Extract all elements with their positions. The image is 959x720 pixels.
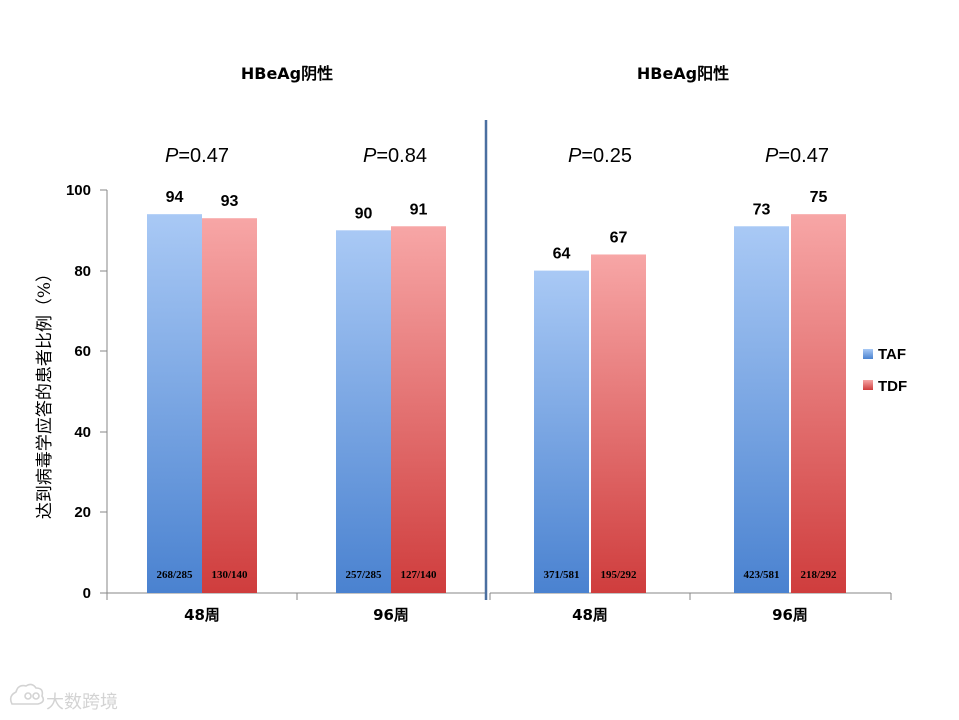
bar-fraction-label: 257/285: [345, 569, 382, 581]
bar-fraction-label: 195/292: [600, 569, 637, 581]
p-symbol: P: [363, 145, 377, 167]
p-symbol: P: [568, 145, 582, 167]
bar-fraction-label: 218/292: [800, 569, 837, 581]
bar-taf: [534, 270, 589, 593]
bar-taf: [147, 214, 202, 593]
x-category-label: 96周: [373, 606, 409, 624]
panel-title-negative: HBeAg阴性: [241, 64, 333, 83]
y-axis-title: 达到病毒学应答的患者比例（%）: [35, 265, 55, 519]
y-tick-label: 20: [74, 504, 91, 521]
legend-label-taf: TAF: [878, 346, 906, 363]
bar-value-label: 90: [355, 205, 373, 222]
p-symbol: P: [765, 145, 779, 167]
bar-fraction-label: 423/581: [743, 569, 779, 581]
bar-tdf: [202, 218, 257, 593]
x-category-label: 48周: [572, 606, 608, 624]
watermark: 大数跨境: [9, 683, 118, 713]
p-number: =0.47: [178, 145, 229, 167]
bar-value-label: 64: [553, 246, 571, 263]
p-value-label: P=0.47: [765, 145, 829, 167]
p-number: =0.84: [376, 145, 427, 167]
p-number: =0.47: [778, 145, 829, 167]
p-value-label: P=0.84: [363, 145, 427, 167]
cloud-logo-icon: [9, 683, 45, 705]
bar-tdf: [791, 214, 846, 593]
x-category-label: 96周: [772, 606, 808, 624]
y-tick-label: 0: [83, 585, 91, 602]
y-tick-label: 100: [66, 182, 91, 199]
bar-fraction-label: 371/581: [543, 569, 579, 581]
bar-fraction-label: 268/285: [156, 569, 193, 581]
bar-fraction-label: 127/140: [400, 569, 437, 581]
y-tick-label: 40: [74, 424, 91, 441]
y-tick-label: 80: [74, 263, 91, 280]
watermark-text: 大数跨境: [46, 692, 118, 713]
p-number: =0.25: [581, 145, 632, 167]
bar-value-label: 73: [753, 201, 771, 218]
bar-value-label: 75: [810, 189, 828, 206]
p-value-label: P=0.25: [568, 145, 632, 167]
bar-value-label: 94: [166, 189, 184, 206]
p-symbol: P: [165, 145, 179, 167]
x-category-label: 48周: [184, 606, 220, 624]
bar-taf: [336, 230, 391, 594]
bars-layer: 94 268/285 93 130/140 90 257/285 91 127/140 64 37…: [147, 189, 846, 594]
p-value-label: P=0.47: [165, 145, 229, 167]
bar-tdf: [391, 226, 446, 593]
legend-swatch-taf: [863, 349, 873, 359]
legend-label-tdf: TDF: [878, 378, 907, 395]
bar-fraction-label: 130/140: [211, 569, 248, 581]
bar-value-label: 93: [221, 193, 239, 210]
bar-tdf: [591, 254, 646, 594]
bar-value-label: 91: [410, 201, 428, 218]
y-tick-label: 60: [74, 343, 91, 360]
bar-taf: [734, 226, 789, 593]
panel-title-positive: HBeAg阳性: [637, 64, 729, 83]
legend-swatch-tdf: [863, 380, 873, 390]
bar-value-label: 67: [610, 229, 628, 246]
